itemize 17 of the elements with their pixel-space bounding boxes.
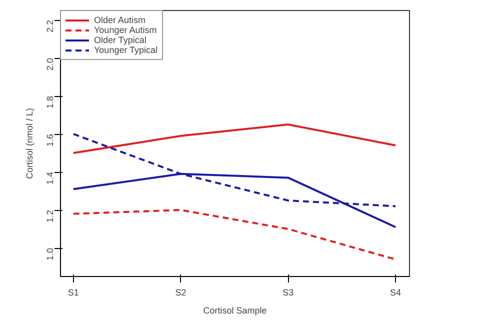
x-tick-label: S4: [390, 288, 402, 298]
y-tick-label: 1.4: [45, 172, 55, 185]
y-tick-label: 1.2: [45, 210, 55, 223]
legend-label: Younger Typical: [94, 45, 158, 55]
legend-label: Older Typical: [94, 35, 146, 45]
x-axis-title: Cortisol Sample: [203, 306, 267, 316]
y-tick-label: 1.0: [45, 248, 55, 261]
y-tick-label: 2.2: [45, 20, 55, 33]
y-tick-label: 2.0: [45, 58, 55, 71]
x-tick-label: S1: [68, 288, 79, 298]
x-tick-label: S2: [175, 288, 186, 298]
y-tick-label: 1.6: [45, 134, 55, 147]
y-tick-label: 1.8: [45, 96, 55, 109]
x-tick-label: S3: [282, 288, 294, 298]
legend-label: Older Autism: [94, 15, 146, 25]
y-axis-title: Cortisol (nmol / L): [24, 108, 34, 180]
legend-label: Younger Autism: [94, 25, 157, 35]
